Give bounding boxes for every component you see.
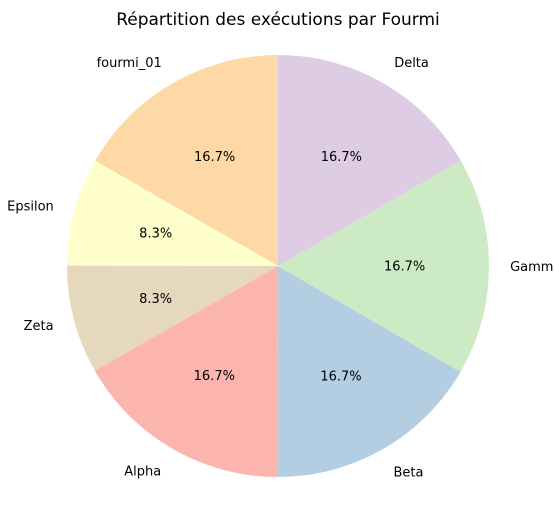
pie-slice-delta <box>278 55 461 266</box>
slice-label-delta: Delta <box>394 56 429 71</box>
pct-label-beta: 16.7% <box>320 369 361 384</box>
pie-slice-gamma <box>278 160 489 372</box>
pct-label-alpha: 16.7% <box>194 369 235 384</box>
slice-label-fourmi-01: fourmi_01 <box>97 56 162 71</box>
slice-label-zeta: Zeta <box>24 319 54 334</box>
pct-label-epsilon: 8.3% <box>139 227 172 242</box>
pie-labels: 16.7% fourmi_01 8.3% Epsilon 8.3% Zeta 16.7% Al… <box>7 56 554 480</box>
pct-label-delta: 16.7% <box>321 150 362 165</box>
pie-slice-zeta <box>66 265 278 371</box>
pct-label-fourmi-01: 16.7% <box>194 150 235 165</box>
pie-slice-beta <box>277 266 461 478</box>
slice-label-epsilon: Epsilon <box>7 199 54 214</box>
pie-slice-fourmi-01 <box>95 55 278 266</box>
pct-label-zeta: 8.3% <box>139 292 172 307</box>
pct-label-gamma: 16.7% <box>384 260 425 275</box>
slice-label-alpha: Alpha <box>124 465 161 480</box>
slice-label-gamma: Gamma <box>510 260 554 275</box>
pie-slices <box>66 55 489 478</box>
pie-slice-alpha <box>94 266 278 477</box>
pie-slice-epsilon <box>67 160 278 266</box>
slice-label-beta: Beta <box>394 465 424 480</box>
chart-title: Répartition des exécutions par Fourmi <box>116 10 440 30</box>
